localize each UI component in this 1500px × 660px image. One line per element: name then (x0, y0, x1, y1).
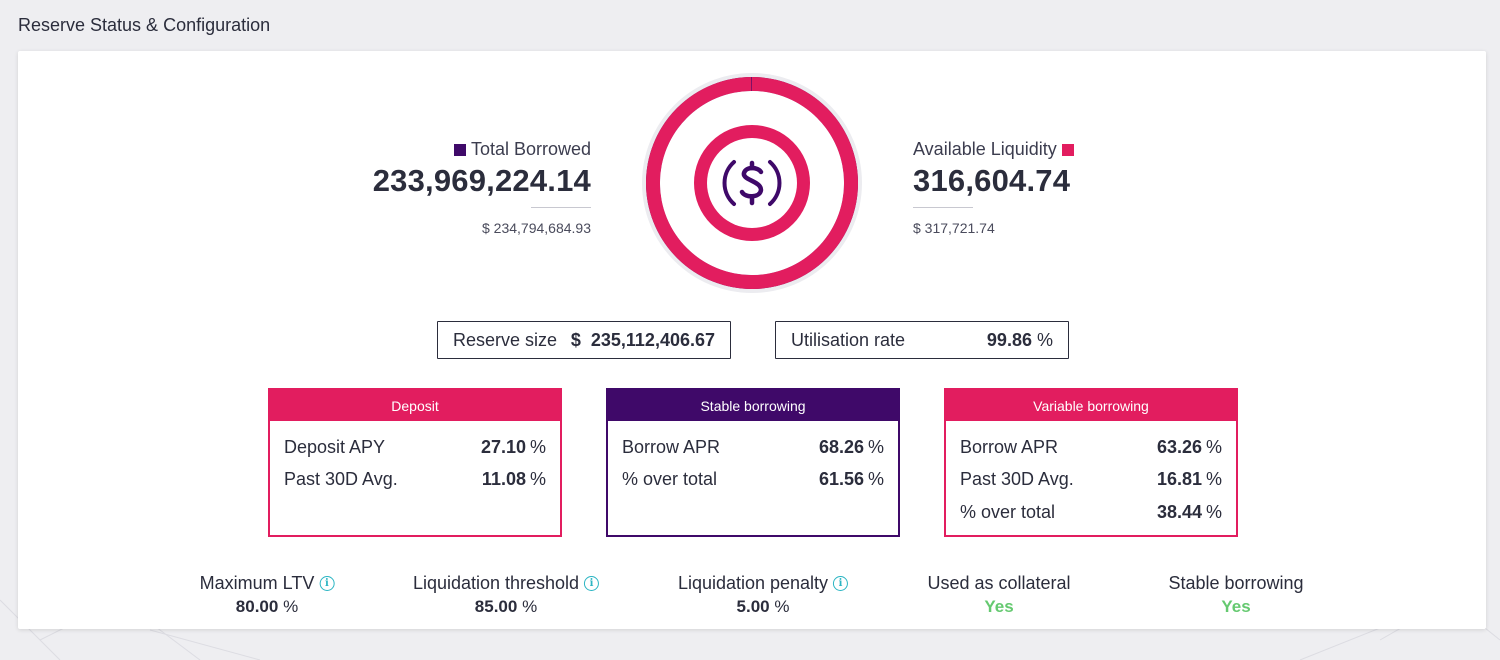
info-icon[interactable]: i (319, 576, 335, 591)
total-borrowed-label: Total Borrowed (470, 139, 591, 159)
deposit-30d-avg-row: Past 30D Avg. 11.08% (284, 469, 546, 490)
variable-borrow-apr-row: Borrow APR 63.26% (960, 436, 1222, 457)
stable-borrowing-config: Stable borrowing Yes (1168, 573, 1303, 617)
info-icon[interactable]: i (584, 576, 600, 591)
available-liquidity-legend-swatch (1061, 143, 1074, 156)
total-borrowed-value: 233,969,224.14 (372, 163, 591, 198)
available-liquidity-label: Available Liquidity (913, 139, 1057, 159)
reserve-size-value: $ 235,112,406.67 (570, 329, 715, 350)
reserve-size-box: Reserve size $ 235,112,406.67 (437, 321, 731, 359)
utilisation-rate-label: Utilisation rate (791, 329, 906, 350)
stable-borrowing-label: Stable borrowing (1168, 573, 1304, 593)
section-title: Reserve Status & Configuration (18, 15, 271, 35)
used-as-collateral-value: Yes (984, 597, 1014, 616)
utilisation-rate-value: 99.86 (986, 329, 1032, 350)
divider (531, 207, 591, 208)
max-ltv-value: 80.00 (235, 597, 279, 616)
available-liquidity-value: 316,604.74 (913, 163, 1071, 198)
used-as-collateral-config: Used as collateral Yes (927, 573, 1070, 617)
reserve-size-label: Reserve size (453, 329, 558, 350)
info-icon[interactable]: i (833, 576, 849, 591)
utilisation-rate-unit: % (1036, 329, 1053, 350)
reserve-donut-chart (642, 73, 862, 293)
used-as-collateral-label: Used as collateral (927, 573, 1071, 593)
variable-borrowing-card: Variable borrowing Borrow APR 63.26% Pas… (944, 388, 1238, 537)
divider (913, 207, 973, 208)
liquidation-threshold-label: Liquidation threshold (412, 573, 580, 593)
liquidation-penalty-config: Liquidation penalty i 5.00 % (677, 573, 849, 617)
deposit-card: Deposit Deposit APY 27.10% Past 30D Avg.… (268, 388, 562, 537)
variable-30d-avg-row: Past 30D Avg. 16.81% (960, 469, 1222, 490)
stable-borrowing-card-title: Stable borrowing (608, 390, 898, 421)
donut-borrowed-arc (646, 77, 858, 289)
reserve-status-card: Total Borrowed 233,969,224.14 $ 234,794,… (18, 51, 1486, 629)
available-liquidity-stat: Available Liquidity 316,604.74 $ 317,721… (913, 139, 1074, 236)
total-borrowed-usd: $ 234,794,684.93 (482, 220, 591, 236)
total-borrowed-legend-swatch (453, 143, 466, 156)
liquidation-threshold-value: 85.00 (474, 597, 518, 616)
usdc-dollar-icon (722, 160, 782, 206)
liquidation-threshold-config: Liquidation threshold i 85.00 % (412, 573, 600, 617)
stable-borrow-apr-row: Borrow APR 68.26% (622, 436, 884, 457)
max-ltv-label: Maximum LTV (199, 573, 315, 593)
total-borrowed-stat: Total Borrowed 233,969,224.14 $ 234,794,… (373, 139, 591, 236)
variable-borrowing-card-title: Variable borrowing (946, 390, 1236, 421)
liquidation-penalty-value: 5.00 (736, 597, 770, 616)
deposit-apy-row: Deposit APY 27.10% (284, 436, 546, 457)
stable-borrowing-card: Stable borrowing Borrow APR 68.26% % ove… (606, 388, 900, 537)
available-liquidity-usd: $ 317,721.74 (913, 220, 995, 236)
utilisation-rate-box: Utilisation rate 99.86 % (775, 321, 1069, 359)
stable-borrowing-value: Yes (1221, 597, 1251, 616)
liquidation-penalty-label: Liquidation penalty (677, 573, 829, 593)
max-ltv-config: Maximum LTV i 80.00 % (200, 573, 335, 617)
variable-over-total-row: % over total 38.44% (960, 501, 1222, 522)
deposit-card-title: Deposit (270, 390, 560, 421)
stable-over-total-row: % over total 61.56% (622, 469, 884, 490)
